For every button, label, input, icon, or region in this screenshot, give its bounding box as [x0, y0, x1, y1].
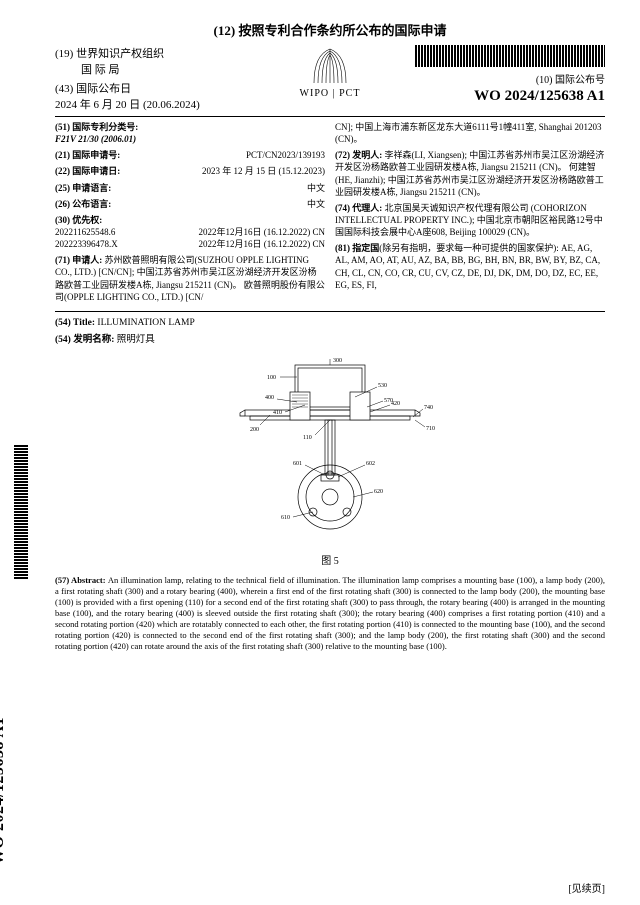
title-en-label: (54) Title: [55, 318, 97, 328]
filing-lang-label: (25) 申请语言: [55, 182, 111, 194]
svg-text:400: 400 [265, 395, 274, 401]
pub-date: 2024 年 6 月 20 日 (20.06.2024) [55, 99, 200, 111]
title-en: ILLUMINATION LAMP [97, 318, 194, 328]
pub-lang: 中文 [307, 198, 325, 210]
header-barcode [415, 45, 605, 67]
wipo-logo-icon [310, 45, 350, 85]
spine-pub-number: WO 2024/125638 A1 [0, 717, 8, 865]
pub-date-label: (43) 国际公布日 [55, 83, 131, 95]
figure-caption: 图 5 [55, 552, 605, 567]
abstract-label: (57) Abstract: [55, 575, 108, 585]
app-num-label: (21) 国际申请号: [55, 149, 120, 161]
app-date: 2023 年 12 月 15 日 (15.12.2023) [202, 165, 325, 177]
ipc-label: (51) 国际专利分类号: [55, 122, 138, 132]
agent-label: (74) 代理人: [335, 203, 385, 213]
pub-lang-label: (26) 公布语言: [55, 198, 111, 210]
spine-barcode [14, 445, 28, 580]
pub-num-label: (10) 国际公布号 [396, 71, 605, 86]
priority2-date: 2022年12月16日 (16.12.2022) CN [199, 238, 326, 250]
priority-label: (30) 优先权: [55, 215, 102, 225]
svg-text:620: 620 [374, 489, 383, 495]
org-label: (19) 世界知识产权组织 国 际 局 [55, 45, 264, 77]
svg-text:740: 740 [424, 405, 433, 411]
continued-marker: [见续页] [568, 880, 605, 895]
applicant-label: (71) 申请人: [55, 255, 105, 265]
inventor-label: (72) 发明人: [335, 150, 385, 160]
app-num: PCT/CN2023/139193 [246, 149, 325, 161]
org-line1: (19) 世界知识产权组织 [55, 48, 164, 60]
designated-label: (81) 指定国 [335, 243, 379, 253]
divider [55, 116, 605, 117]
svg-text:420: 420 [391, 401, 400, 407]
doc-type-heading: (12) 按照专利合作条约所公布的国际申请 [55, 20, 605, 39]
svg-text:710: 710 [426, 426, 435, 432]
filing-lang: 中文 [307, 182, 325, 194]
priority1-date: 2022年12月16日 (16.12.2022) CN [199, 226, 326, 238]
priority2-num: 202223396478.X [55, 238, 118, 250]
title-zh-label: (54) 发明名称: [55, 335, 117, 345]
wipo-text: WIPO | PCT [270, 88, 391, 99]
title-zh: 照明灯具 [117, 335, 155, 345]
svg-text:300: 300 [333, 358, 342, 364]
svg-text:100: 100 [267, 375, 276, 381]
svg-text:602: 602 [366, 461, 375, 467]
svg-text:610: 610 [281, 515, 290, 521]
pub-number: WO 2024/125638 A1 [396, 88, 605, 105]
divider-2 [55, 311, 605, 312]
ipc-value: F21V 21/30 (2006.01) [55, 134, 136, 144]
svg-text:110: 110 [303, 435, 312, 441]
abstract-text: An illumination lamp, relating to the te… [55, 575, 605, 651]
svg-text:601: 601 [293, 461, 302, 467]
app-date-label: (22) 国际申请日: [55, 165, 120, 177]
priority1-num: 202211625548.6 [55, 226, 115, 238]
svg-text:200: 200 [250, 427, 259, 433]
patent-figure: 300 100 400 200 530 570 420 110 740 710 … [225, 357, 435, 547]
svg-text:530: 530 [378, 383, 387, 389]
org-line2: 国 际 局 [55, 64, 120, 76]
svg-text:410: 410 [273, 410, 282, 416]
right-continuation: CN]; 中国上海市浦东新区龙东大道6111号1幢411室, Shanghai … [335, 121, 605, 145]
